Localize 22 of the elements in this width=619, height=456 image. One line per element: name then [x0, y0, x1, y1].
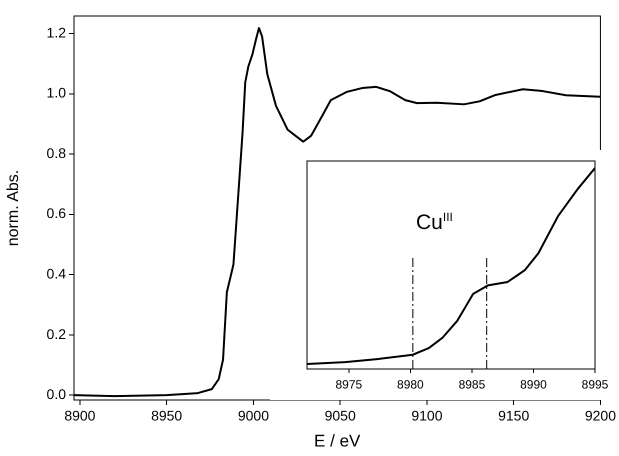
x-tick-label: 9200: [584, 407, 616, 424]
x-tick-label: 8900: [64, 407, 96, 424]
x-tick-label: 8990: [520, 378, 548, 392]
x-tick-label: 8985: [458, 378, 486, 392]
x-tick-label: 9050: [324, 407, 356, 424]
y-tick-label: 1.2: [46, 24, 66, 40]
x-tick-label: 8950: [151, 407, 182, 424]
y-tick-label: 0.8: [46, 144, 66, 161]
annotation: Cu$^{III}$: [416, 210, 453, 235]
y-tick-label: 0.6: [46, 205, 66, 222]
x-tick-label: 9100: [411, 407, 443, 424]
x-tick-label: 8975: [335, 378, 363, 392]
y-axis-title: norm. Abs.: [5, 170, 22, 246]
y-tick-label: 0.0: [46, 386, 66, 402]
y-tick-label: 1.0: [46, 84, 66, 101]
x-tick-label: 9000: [238, 407, 270, 424]
y-tick-label: 0.4: [46, 265, 66, 282]
x-tick-label: 8995: [582, 378, 609, 392]
y-tick-label: 0.2: [46, 326, 66, 342]
x-axis-title: E / eV: [314, 431, 362, 450]
x-tick-label: 9150: [498, 407, 530, 424]
x-tick-label: 8980: [397, 378, 424, 392]
